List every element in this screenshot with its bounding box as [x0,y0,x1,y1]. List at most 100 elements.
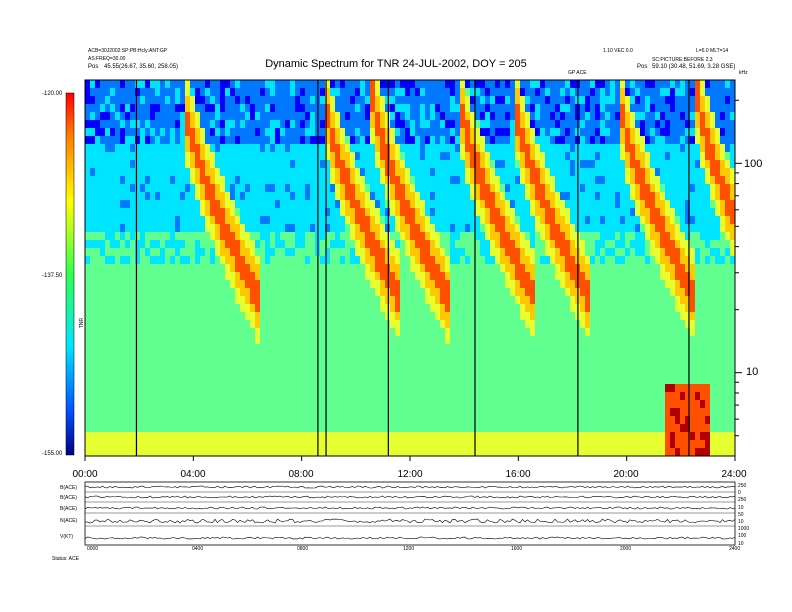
heatmap-cell [380,448,386,457]
footer-x-0000: 0000 [87,546,99,552]
heatmap-cell [395,400,401,409]
heatmap-cell [330,208,336,217]
heatmap-cell [360,408,366,417]
heatmap-cell [235,272,241,281]
heatmap-cell [260,328,266,337]
heatmap-cell [200,336,206,345]
heatmap-cell [265,392,271,401]
heatmap-cell [110,336,116,345]
heatmap-cell [260,440,266,449]
heatmap-cell [435,256,441,265]
heatmap-cell [180,240,186,249]
heatmap-cell [610,176,616,185]
heatmap-cell [485,328,491,337]
heatmap-cell [360,448,366,457]
heatmap-cell [365,160,371,169]
heatmap-cell [410,104,416,113]
heatmap-cell [175,232,181,241]
heatmap-cell [260,88,266,97]
heatmap-cell [95,352,101,361]
heatmap-cell [365,304,371,313]
heatmap-cell [210,128,216,137]
heatmap-cell [415,360,421,369]
heatmap-cell [570,384,576,393]
heatmap-cell [300,176,306,185]
heatmap-cell [480,96,486,105]
heatmap-cell [405,176,411,185]
heatmap-cell [425,376,431,385]
heatmap-cell [320,184,326,193]
heatmap-cell [275,272,281,281]
heatmap-cell [145,296,151,305]
heatmap-cell [605,280,611,289]
heatmap-cell [105,88,111,97]
heatmap-cell [400,88,406,97]
heatmap-cell [215,440,221,449]
heatmap-cell [565,344,571,353]
heatmap-cell [260,216,266,225]
heatmap-cell [340,416,346,425]
heatmap-cell [130,288,136,297]
heatmap-cell [495,344,501,353]
heatmap-cell [485,112,491,121]
heatmap-cell [405,384,411,393]
heatmap-cell [525,176,531,185]
heatmap-cell [295,368,301,377]
heatmap-cell [250,128,256,137]
heatmap-cell [110,128,116,137]
heatmap-cell [255,248,261,257]
heatmap-cell [100,152,106,161]
heatmap-cell [360,440,366,449]
heatmap-cell [560,200,566,209]
heatmap-cell [90,104,96,113]
heatmap-cell [365,344,371,353]
heatmap-cell [570,392,576,401]
heatmap-cell [590,408,596,417]
heatmap-cell [600,168,606,177]
heatmap-cell [175,88,181,97]
heatmap-cell [595,312,601,321]
heatmap-cell [560,424,566,433]
heatmap-cell [330,336,336,345]
heatmap-cell [160,216,166,225]
heatmap-cell [340,136,346,145]
heatmap-cell [145,128,151,137]
heatmap-cell [290,320,296,329]
heatmap-cell [535,144,541,153]
heatmap-cell [515,344,521,353]
heatmap-cell [560,96,566,105]
heatmap-cell [245,376,251,385]
heatmap-cell [390,208,396,217]
heatmap-cell [105,352,111,361]
heatmap-cell [475,128,481,137]
heatmap-cell [225,272,231,281]
heatmap-cell [425,200,431,209]
heatmap-cell [240,128,246,137]
heatmap-cell [270,96,276,105]
heatmap-cell [525,360,531,369]
heatmap-cell [350,248,356,257]
heatmap-cell [245,104,251,113]
heatmap-cell [570,288,576,297]
heatmap-cell [130,120,136,129]
heatmap-cell [110,168,116,177]
heatmap-cell [145,280,151,289]
heatmap-cell [215,248,221,257]
heatmap-cell [565,96,571,105]
heatmap-cell [480,376,486,385]
heatmap-cell [585,128,591,137]
heatmap-cell [125,312,131,321]
heatmap-cell [345,96,351,105]
heatmap-cell [400,144,406,153]
heatmap-cell [540,232,546,241]
heatmap-cell [595,184,601,193]
heatmap-cell [495,176,501,185]
heatmap-cell [420,256,426,265]
heatmap-cell [455,384,461,393]
heatmap-cell [560,144,566,153]
heatmap-cell [605,440,611,449]
heatmap-cell [255,168,261,177]
heatmap-cell [560,160,566,169]
heatmap-cell [535,200,541,209]
heatmap-cell [365,232,371,241]
